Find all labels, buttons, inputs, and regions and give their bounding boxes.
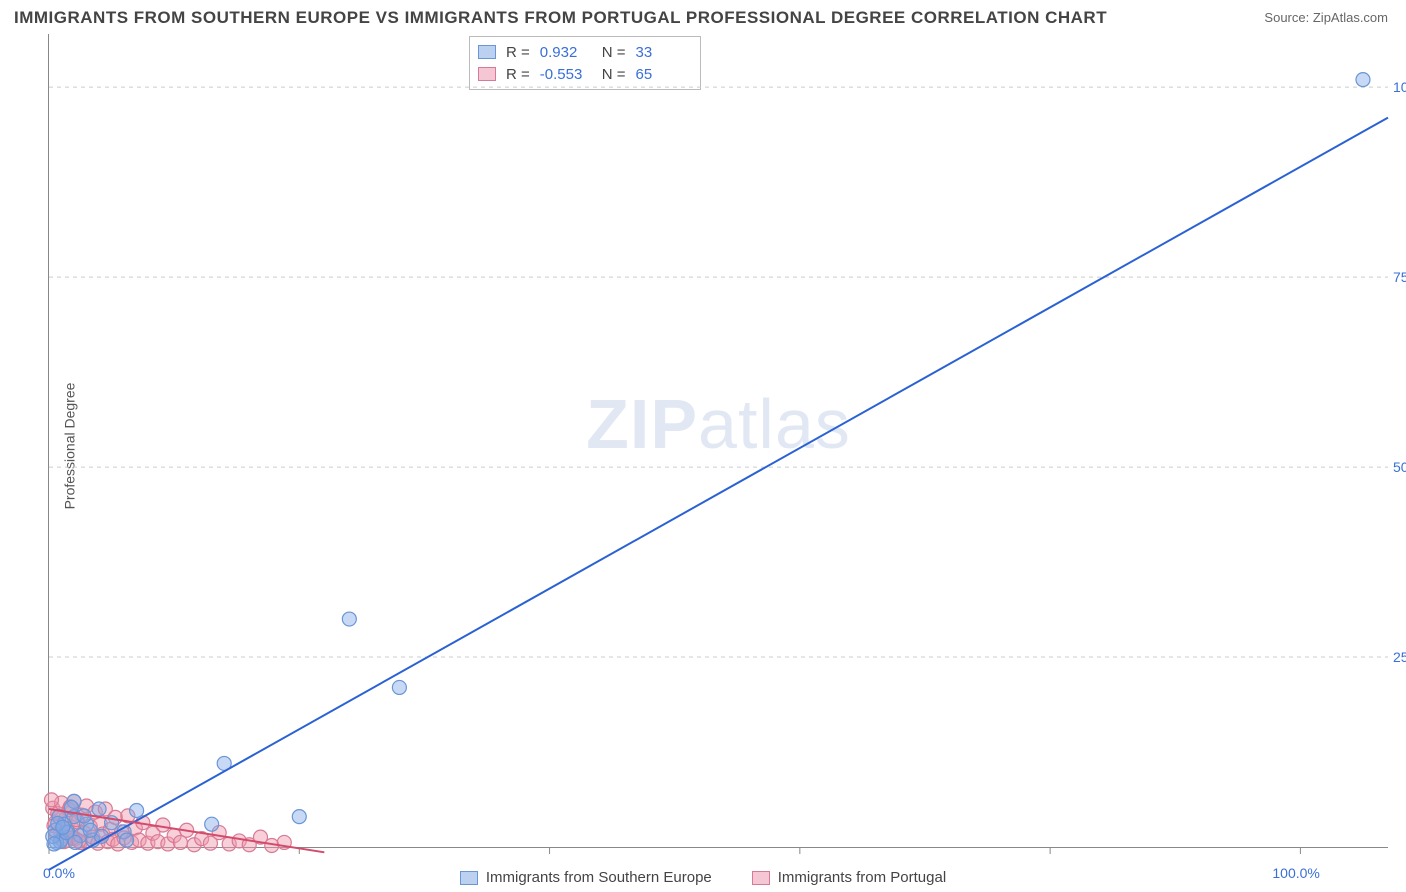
chart-title: IMMIGRANTS FROM SOUTHERN EUROPE VS IMMIG… bbox=[14, 8, 1107, 28]
source-label: Source: bbox=[1264, 10, 1309, 25]
y-tick-label: 75.0% bbox=[1393, 269, 1406, 285]
source-attribution: Source: ZipAtlas.com bbox=[1264, 10, 1388, 25]
plot-svg bbox=[49, 34, 1388, 847]
legend-item-1: Immigrants from Portugal bbox=[752, 869, 946, 886]
legend-item-0: Immigrants from Southern Europe bbox=[460, 869, 712, 886]
y-tick-label: 100.0% bbox=[1393, 79, 1406, 95]
y-tick-label: 25.0% bbox=[1393, 649, 1406, 665]
plot-area: ZIPatlas R = 0.932 N = 33 R = -0.553 N =… bbox=[48, 34, 1388, 848]
legend-label-0: Immigrants from Southern Europe bbox=[486, 869, 712, 886]
y-tick-label: 50.0% bbox=[1393, 459, 1406, 475]
legend-swatch-1 bbox=[752, 871, 770, 885]
source-link[interactable]: ZipAtlas.com bbox=[1313, 10, 1388, 25]
legend-swatch-0 bbox=[460, 871, 478, 885]
bottom-legend: Immigrants from Southern Europe Immigran… bbox=[0, 869, 1406, 886]
legend-label-1: Immigrants from Portugal bbox=[778, 869, 946, 886]
